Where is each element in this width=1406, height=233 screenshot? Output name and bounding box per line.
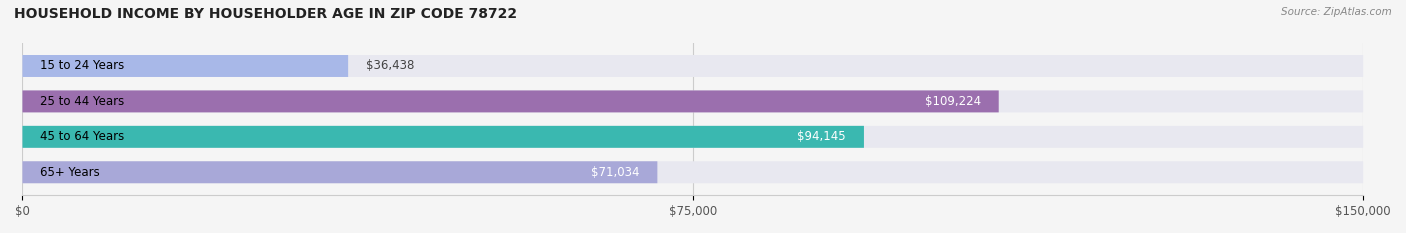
- FancyBboxPatch shape: [22, 161, 1364, 183]
- FancyBboxPatch shape: [22, 126, 1364, 148]
- FancyBboxPatch shape: [22, 161, 658, 183]
- FancyBboxPatch shape: [22, 55, 349, 77]
- Text: 15 to 24 Years: 15 to 24 Years: [41, 59, 125, 72]
- Text: 45 to 64 Years: 45 to 64 Years: [41, 130, 125, 143]
- Text: HOUSEHOLD INCOME BY HOUSEHOLDER AGE IN ZIP CODE 78722: HOUSEHOLD INCOME BY HOUSEHOLDER AGE IN Z…: [14, 7, 517, 21]
- FancyBboxPatch shape: [22, 90, 998, 112]
- Text: $109,224: $109,224: [925, 95, 981, 108]
- Text: $71,034: $71,034: [591, 166, 640, 179]
- FancyBboxPatch shape: [22, 90, 1364, 112]
- Text: $36,438: $36,438: [366, 59, 415, 72]
- Text: 25 to 44 Years: 25 to 44 Years: [41, 95, 125, 108]
- FancyBboxPatch shape: [22, 55, 1364, 77]
- Text: 65+ Years: 65+ Years: [41, 166, 100, 179]
- Text: Source: ZipAtlas.com: Source: ZipAtlas.com: [1281, 7, 1392, 17]
- FancyBboxPatch shape: [22, 126, 863, 148]
- Text: $94,145: $94,145: [797, 130, 846, 143]
